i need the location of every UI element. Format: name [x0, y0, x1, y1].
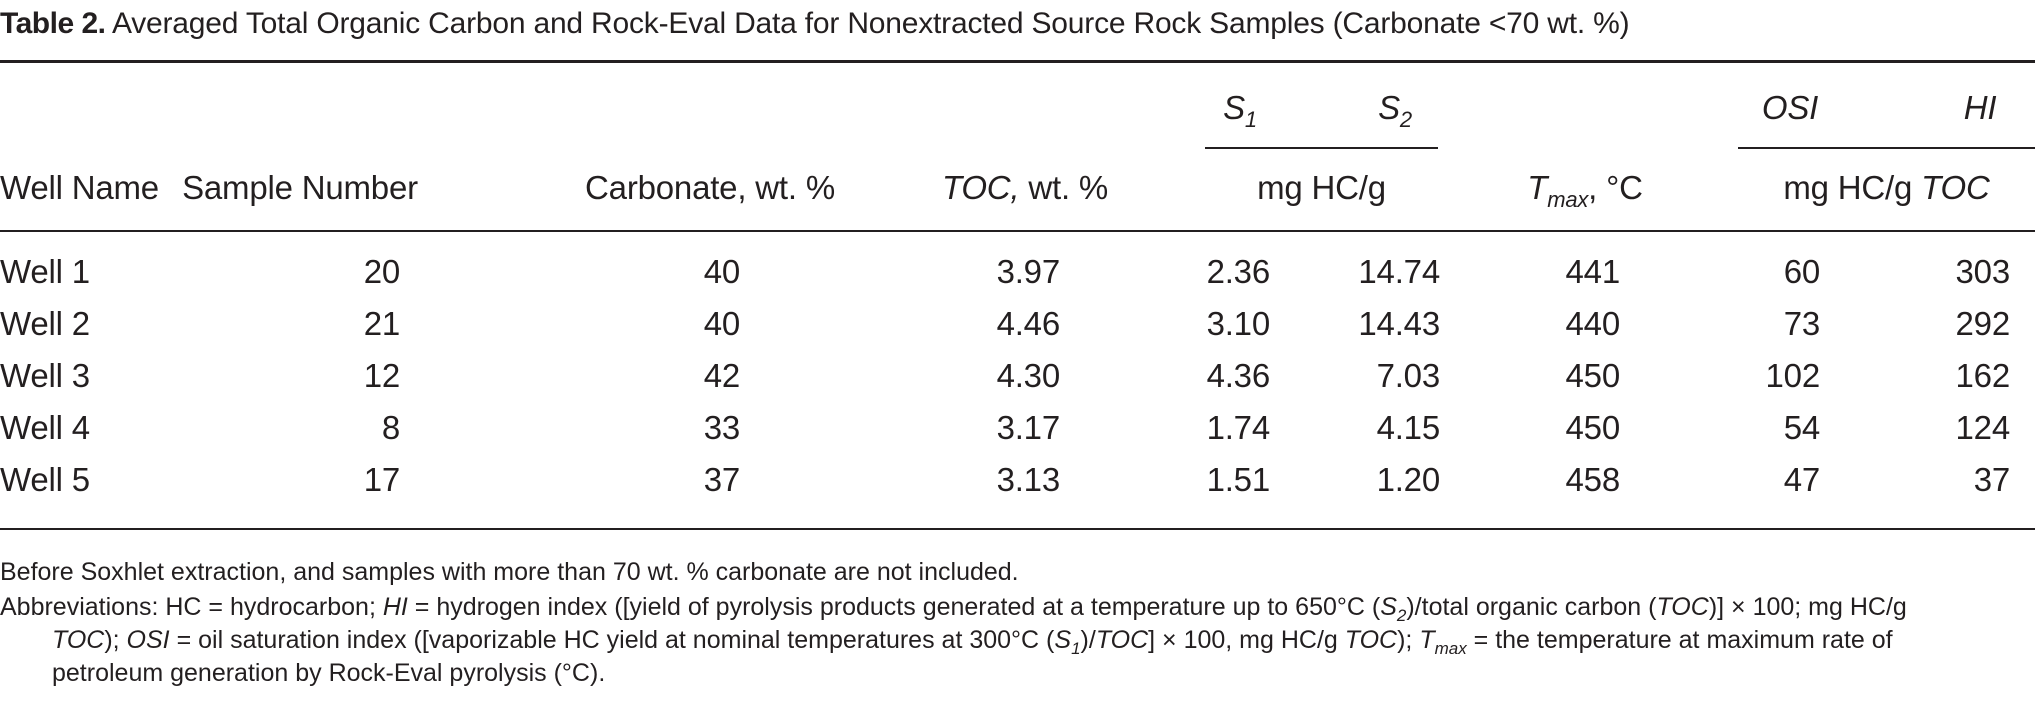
cell-toc: 4.46 [996, 305, 1061, 342]
cell-tmax: 441 [1565, 253, 1621, 290]
cell-carbonate: 33 [703, 409, 741, 446]
footnote-abbreviations-line-1: Abbreviations: HC = hydrocarbon; HI = hy… [0, 593, 1907, 625]
cell-tmax: 450 [1565, 409, 1621, 446]
cell-s1: 1.51 [1206, 461, 1271, 498]
header-toc: TOC, wt. % [941, 169, 1109, 206]
cell-toc: 3.97 [996, 253, 1061, 290]
cell-s2: 7.03 [1376, 357, 1441, 394]
cell-sample: 20 [363, 253, 401, 290]
cell-osi: 60 [1783, 253, 1821, 290]
cell-well: Well 4 [0, 409, 90, 446]
cell-s1: 3.10 [1206, 305, 1271, 342]
cell-carbonate: 42 [703, 357, 741, 394]
header-sample-number: Sample Number [182, 169, 418, 206]
cell-well: Well 3 [0, 357, 90, 394]
cell-osi: 47 [1783, 461, 1821, 498]
header-index-unit: mg HC/g TOC [1783, 169, 1990, 206]
cell-sample: 12 [363, 357, 401, 394]
s-group-rule [1205, 147, 1438, 149]
footnote-extraction: Before Soxhlet extraction, and samples w… [0, 558, 1019, 586]
cell-osi: 54 [1783, 409, 1821, 446]
cell-s2: 14.43 [1358, 305, 1440, 342]
cell-s1: 1.74 [1206, 409, 1271, 446]
cell-well: Well 1 [0, 253, 90, 290]
top-rule [0, 60, 2035, 63]
cell-carbonate: 40 [703, 253, 741, 290]
cell-sample: 21 [363, 305, 401, 342]
cell-hi: 124 [1955, 409, 2011, 446]
header-well-name: Well Name [0, 169, 159, 206]
header-s1: S1 [1223, 89, 1257, 132]
header-osi: OSI [1761, 89, 1819, 126]
cell-s1: 4.36 [1206, 357, 1271, 394]
cell-osi: 102 [1765, 357, 1821, 394]
cell-toc: 4.30 [996, 357, 1061, 394]
header-tmax: Tmax, °C [1527, 169, 1643, 212]
cell-hi: 162 [1955, 357, 2011, 394]
footnote-abbreviations-line-3: petroleum generation by Rock-Eval pyroly… [52, 659, 606, 687]
table-caption: Table 2. Averaged Total Organic Carbon a… [0, 6, 1630, 42]
cell-sample: 8 [381, 409, 400, 446]
cell-tmax: 450 [1565, 357, 1621, 394]
cell-well: Well 2 [0, 305, 90, 342]
cell-carbonate: 40 [703, 305, 741, 342]
cell-toc: 3.17 [996, 409, 1061, 446]
header-s-unit: mg HC/g [1257, 169, 1386, 206]
footnote-abbreviations-line-2: TOC); OSI = oil saturation index ([vapor… [52, 626, 1893, 658]
cell-osi: 73 [1783, 305, 1821, 342]
cell-s1: 2.36 [1206, 253, 1271, 290]
cell-tmax: 440 [1565, 305, 1621, 342]
header-rule [0, 230, 2035, 232]
cell-s2: 4.15 [1376, 409, 1441, 446]
header-carbonate: Carbonate, wt. % [585, 169, 835, 206]
cell-s2: 14.74 [1358, 253, 1440, 290]
cell-hi: 292 [1955, 305, 2011, 342]
table-title: Averaged Total Organic Carbon and Rock-E… [111, 7, 1630, 40]
table-label: Table 2. [0, 7, 106, 40]
cell-tmax: 458 [1565, 461, 1621, 498]
cell-hi: 303 [1955, 253, 2011, 290]
cell-sample: 17 [363, 461, 401, 498]
cell-hi: 37 [1973, 461, 2011, 498]
index-group-rule [1738, 147, 2035, 149]
cell-s2: 1.20 [1376, 461, 1441, 498]
cell-toc: 3.13 [996, 461, 1061, 498]
header-hi: HI [1963, 89, 1997, 126]
header-s2: S2 [1378, 89, 1412, 132]
bottom-rule [0, 528, 2035, 530]
cell-well: Well 5 [0, 461, 90, 498]
cell-carbonate: 37 [703, 461, 741, 498]
